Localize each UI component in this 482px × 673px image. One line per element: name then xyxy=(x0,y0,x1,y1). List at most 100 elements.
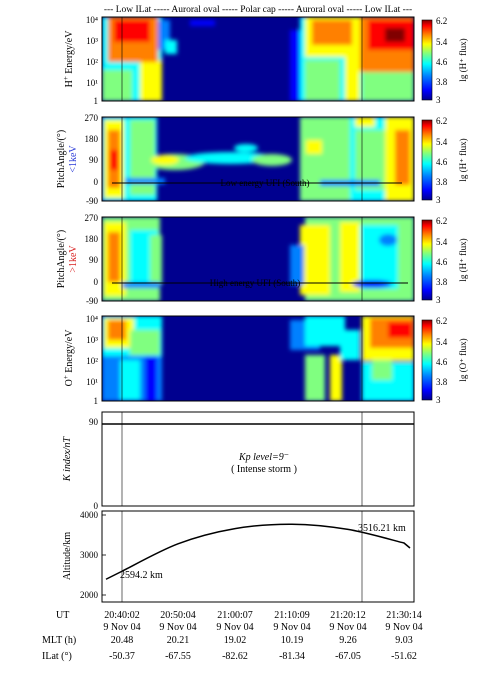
ilat-value: -82.62 xyxy=(222,651,248,662)
ytick: 10⁴ xyxy=(86,314,98,324)
cbar-tick: 4.6 xyxy=(436,157,448,167)
kp-level-text: Kp level=9⁻ xyxy=(238,452,289,463)
altitude-ylabel: Altitude/km xyxy=(62,532,73,581)
cbar-tick: 6.2 xyxy=(436,116,447,126)
ytick: 0 xyxy=(94,277,99,287)
ytick: 180 xyxy=(85,234,99,244)
cbar-tick: 5.4 xyxy=(436,37,448,47)
ilat-value: -81.34 xyxy=(279,651,305,662)
ytick: 1 xyxy=(94,396,99,406)
h-energy-ylabel: H+ Energy/eV xyxy=(62,30,75,88)
date-value: 9 Nov 04 xyxy=(103,622,140,633)
row-label-mlt: MLT (h) xyxy=(42,635,76,646)
cbar-tick: 4.6 xyxy=(436,257,448,267)
altitude-start-label: 2594.2 km xyxy=(120,570,163,581)
mlt-value: 9.03 xyxy=(395,635,413,646)
pa-low-colorbar xyxy=(421,119,433,201)
row-label-ut: UT xyxy=(56,610,69,621)
ytick: 90 xyxy=(89,417,99,427)
ytick: 3000 xyxy=(80,550,99,560)
cbar-tick: 3 xyxy=(436,95,441,105)
date-value: 9 Nov 04 xyxy=(385,622,422,633)
cbar-tick: 5.4 xyxy=(436,137,448,147)
mlt-value: 19.02 xyxy=(224,635,247,646)
ytick: 270 xyxy=(85,113,99,123)
cbar-tick: 3.8 xyxy=(436,277,448,287)
ytick: 10¹ xyxy=(86,377,98,387)
cbar-tick: 6.2 xyxy=(436,216,447,226)
ytick: 10³ xyxy=(86,36,98,46)
ut-value: 21:10:09 xyxy=(274,610,310,621)
cbar-tick: 5.4 xyxy=(436,237,448,247)
date-value: 9 Nov 04 xyxy=(329,622,366,633)
altitude-curve xyxy=(105,523,411,580)
cbar-tick: 4.6 xyxy=(436,357,448,367)
cbar-tick: 4.6 xyxy=(436,57,448,67)
ytick: 90 xyxy=(89,255,99,265)
ytick: 90 xyxy=(89,155,99,165)
altitude-panel: 4000 3000 2000 Altitude/km 2594.2 km 351… xyxy=(62,510,415,603)
time-table: UT MLT (h) ILat (°) 20:40:029 Nov 0420.4… xyxy=(42,610,423,662)
ytick: 10⁴ xyxy=(86,15,98,25)
pa-high-ylabel: PitchAngle/(°) xyxy=(56,230,67,288)
ytick: 10² xyxy=(86,57,98,67)
ytick: 0 xyxy=(94,501,99,511)
pa-high-cbar-ticks: 6.2 5.4 4.6 3.8 3 xyxy=(436,216,448,305)
o-energy-ylabel: O+ Energy/eV xyxy=(62,329,75,387)
o-energy-cbar-ticks: 6.2 5.4 4.6 3.8 3 xyxy=(436,316,448,405)
pa-high-cbar-label: lg (H⁺ flux) xyxy=(458,238,468,281)
pa-high-yticks: 270 180 90 0 -90 xyxy=(85,213,99,306)
h-energy-cbar-label: lg (H⁺ flux) xyxy=(458,38,468,81)
ilat-value: -67.55 xyxy=(165,651,191,662)
ut-value: 20:40:02 xyxy=(104,610,140,621)
h-energy-panel: 10⁴ 10³ 10² 10¹ 1 H+ Energy/eV 6.2 5.4 4… xyxy=(62,15,468,106)
ytick: 10² xyxy=(86,356,98,366)
pa-high-annotation: High energy UFI (South) xyxy=(210,278,301,288)
o-energy-spectrogram xyxy=(102,316,414,401)
o-energy-cbar-label: lg (O⁺ flux) xyxy=(458,338,468,381)
ut-value: 21:20:12 xyxy=(330,610,366,621)
cbar-tick: 3.8 xyxy=(436,177,448,187)
cbar-tick: 3 xyxy=(436,195,441,205)
region-header: --- Low ILat ----- Auroral oval ----- Po… xyxy=(104,5,412,15)
ilat-value: -50.37 xyxy=(109,651,135,662)
cbar-tick: 3.8 xyxy=(436,77,448,87)
pa-low-ylabel: PitchAngle/(°) xyxy=(56,130,67,188)
ytick: 0 xyxy=(94,177,99,187)
o-energy-panel: 10⁴ 10³ 10² 10¹ 1 O+ Energy/eV 6.2 5.4 4… xyxy=(62,314,468,406)
pa-high-ylabel-sub: >1keV xyxy=(68,245,79,273)
h-energy-cbar-ticks: 6.2 5.4 4.6 3.8 3 xyxy=(436,16,448,105)
ilat-value: -51.62 xyxy=(391,651,417,662)
date-value: 9 Nov 04 xyxy=(216,622,253,633)
ut-value: 21:00:07 xyxy=(217,610,253,621)
ytick: 270 xyxy=(85,213,99,223)
h-energy-yticks: 10⁴ 10³ 10² 10¹ 1 xyxy=(86,15,98,106)
ytick: 1 xyxy=(94,96,99,106)
ytick: 10³ xyxy=(86,335,98,345)
ytick: 4000 xyxy=(80,510,99,520)
o-energy-yticks: 10⁴ 10³ 10² 10¹ 1 xyxy=(86,314,98,406)
ytick: -90 xyxy=(86,296,98,306)
ut-value: 21:30:14 xyxy=(386,610,422,621)
mlt-value: 20.48 xyxy=(111,635,134,646)
ytick: 180 xyxy=(85,134,99,144)
ilat-value: -67.05 xyxy=(335,651,361,662)
kp-ylabel: K index/nT xyxy=(62,435,73,482)
pa-low-yticks: 270 180 90 0 -90 xyxy=(85,113,99,206)
pa-high-spectrogram xyxy=(102,217,414,301)
cbar-tick: 6.2 xyxy=(436,16,447,26)
h-energy-spectrogram xyxy=(102,17,414,101)
altitude-yticks: 4000 3000 2000 xyxy=(80,510,99,600)
cbar-tick: 3 xyxy=(436,395,441,405)
altitude-end-label: 3516.21 km xyxy=(358,523,406,534)
mlt-value: 9.26 xyxy=(339,635,357,646)
pa-low-cbar-ticks: 6.2 5.4 4.6 3.8 3 xyxy=(436,116,448,205)
kp-panel: 90 0 K index/nT Kp level=9⁻ ( Intense st… xyxy=(62,411,415,511)
h-energy-colorbar xyxy=(421,19,433,101)
ytick: 10¹ xyxy=(86,78,98,88)
cbar-tick: 3.8 xyxy=(436,377,448,387)
mlt-value: 20.21 xyxy=(167,635,190,646)
